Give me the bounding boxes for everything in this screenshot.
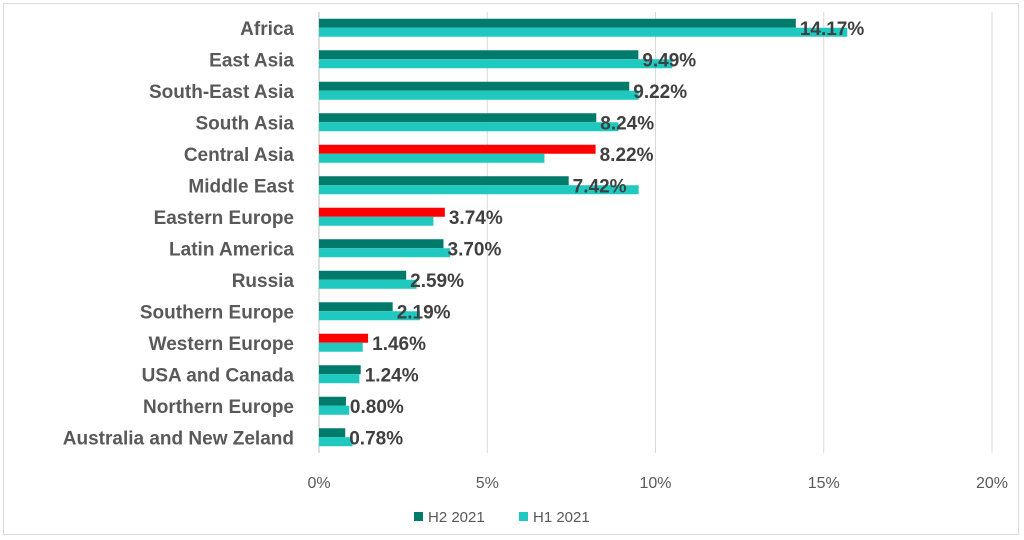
category-label-australia-and-new-zeland: Australia and New Zeland — [63, 428, 294, 449]
bars — [319, 18, 848, 447]
bar-h2-2021-east-asia — [319, 50, 639, 60]
bar-h2-2021-usa-and-canada — [319, 365, 361, 375]
x-tick-label: 15% — [808, 475, 840, 492]
data-label-russia: 2.59% — [410, 271, 464, 292]
data-label-central-asia: 8.22% — [600, 145, 654, 166]
bar-h1-2021-middle-east — [319, 185, 639, 195]
data-label-southern-europe: 2.19% — [397, 302, 451, 323]
bar-h1-2021-africa — [319, 27, 848, 37]
category-label-eastern-europe: Eastern Europe — [154, 208, 294, 229]
category-label-usa-and-canada: USA and Canada — [142, 365, 295, 386]
bar-h1-2021-western-europe — [319, 342, 363, 352]
bar-h2-2021-latin-america — [319, 239, 444, 249]
category-label-middle-east: Middle East — [188, 176, 294, 197]
category-label-south-east-asia: South-East Asia — [149, 82, 294, 103]
category-label-northern-europe: Northern Europe — [143, 397, 294, 418]
bar-h1-2021-russia — [319, 279, 417, 289]
gridlines — [318, 12, 993, 453]
data-label-middle-east: 7.42% — [573, 176, 627, 197]
bar-h1-2021-latin-america — [319, 248, 451, 258]
bar-h2-2021-northern-europe — [319, 396, 346, 406]
bar-h1-2021-northern-europe — [319, 405, 350, 415]
bar-h1-2021-usa-and-canada — [319, 374, 360, 384]
data-label-usa-and-canada: 1.24% — [365, 365, 419, 386]
category-label-east-asia: East Asia — [209, 50, 294, 71]
bar-h2-2021-southern-europe — [319, 302, 393, 312]
category-label-central-asia: Central Asia — [184, 145, 295, 166]
legend-label-h2-2021: H2 2021 — [428, 509, 485, 526]
category-label-latin-america: Latin America — [169, 239, 294, 260]
legend-swatch-h2-2021 — [414, 512, 423, 521]
bar-h2-2021-western-europe — [319, 333, 369, 343]
category-label-southern-europe: Southern Europe — [140, 302, 294, 323]
bar-h2-2021-south-asia — [319, 113, 597, 123]
bar-h1-2021-eastern-europe — [319, 216, 434, 226]
category-label-africa: Africa — [240, 19, 294, 40]
data-label-east-asia: 9.49% — [642, 50, 696, 71]
x-tick-label: 5% — [476, 475, 499, 492]
legend-label-h1-2021: H1 2021 — [533, 509, 590, 526]
bar-h2-2021-south-east-asia — [319, 81, 630, 91]
bar-h2-2021-eastern-europe — [319, 207, 445, 217]
legend-swatch-h1-2021 — [519, 512, 528, 521]
bar-h1-2021-east-asia — [319, 59, 673, 69]
x-tick-label: 10% — [639, 475, 671, 492]
bar-h2-2021-central-asia — [319, 144, 596, 154]
data-label-africa: 14.17% — [800, 19, 865, 40]
category-label-russia: Russia — [232, 271, 295, 292]
category-labels: Africa East Asia South-East Asia South Asia… — [63, 19, 295, 450]
data-label-northern-europe: 0.80% — [350, 397, 404, 418]
x-tick-label: 20% — [976, 475, 1008, 492]
category-label-western-europe: Western Europe — [149, 334, 294, 355]
bar-h2-2021-australia-and-new-zeland — [319, 428, 346, 438]
bar-h1-2021-south-east-asia — [319, 90, 639, 100]
bar-h1-2021-southern-europe — [319, 311, 420, 321]
chart-frame — [3, 3, 1019, 535]
category-label-south-asia: South Asia — [195, 113, 294, 134]
bar-h2-2021-russia — [319, 270, 407, 280]
bar-h1-2021-south-asia — [319, 122, 619, 132]
data-label-south-east-asia: 9.22% — [633, 82, 687, 103]
data-label-latin-america: 3.70% — [448, 239, 502, 260]
bar-h2-2021-middle-east — [319, 176, 569, 186]
x-axis-ticks: 0% 5% 10% 15% 20% — [307, 475, 1008, 492]
legend: H2 2021 H1 2021 — [414, 509, 590, 526]
data-label-australia-and-new-zeland: 0.78% — [349, 428, 403, 449]
bar-h1-2021-central-asia — [319, 153, 545, 163]
bar-h1-2021-australia-and-new-zeland — [319, 437, 353, 447]
data-labels: 14.17% 9.49% 9.22% 8.24% 8.22% 7.42% 3.74% 3.70… — [349, 19, 864, 450]
data-label-western-europe: 1.46% — [372, 334, 426, 355]
bar-h2-2021-africa — [319, 18, 796, 28]
data-label-eastern-europe: 3.74% — [449, 208, 503, 229]
data-label-south-asia: 8.24% — [600, 113, 654, 134]
x-tick-label: 0% — [307, 475, 330, 492]
